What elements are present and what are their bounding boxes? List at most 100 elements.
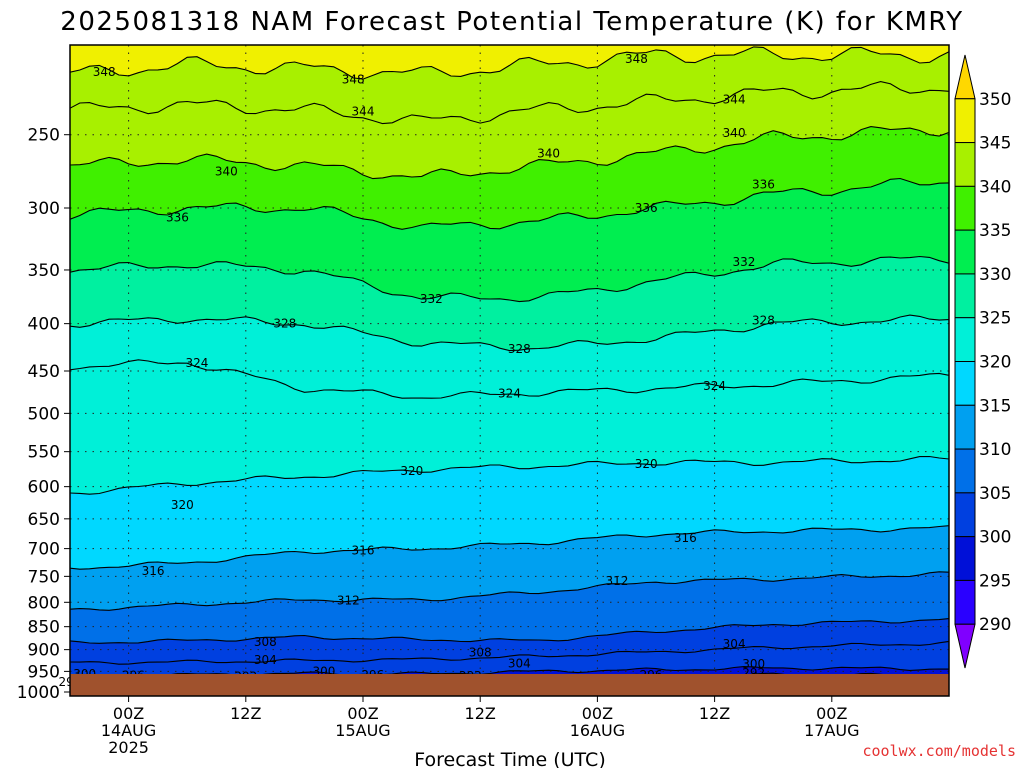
colorbar-band bbox=[954, 536, 976, 581]
x-tick-label: 00Z bbox=[113, 704, 144, 723]
colorbar-label: 315 bbox=[979, 396, 1011, 416]
contour-line-332 bbox=[70, 255, 949, 303]
y-tick-label: 500 bbox=[28, 404, 60, 424]
colorbar-band bbox=[954, 404, 976, 450]
colorbar-label: 300 bbox=[979, 528, 1011, 548]
contour-label: 320 bbox=[400, 464, 423, 478]
x-tick-label: 00Z bbox=[816, 704, 847, 723]
contour-line-348 bbox=[70, 46, 949, 80]
contour-line-308 bbox=[70, 618, 949, 644]
colorbar-label: 350 bbox=[979, 90, 1011, 110]
contour-label: 344 bbox=[723, 92, 746, 106]
credit-text: coolwx.com/models bbox=[862, 742, 1016, 760]
colorbar-band bbox=[954, 185, 976, 231]
colorbar-band bbox=[954, 98, 976, 144]
contour-label: 304 bbox=[723, 637, 746, 651]
x-tick-label: 12Z bbox=[230, 704, 261, 723]
contour-label: 324 bbox=[703, 379, 726, 393]
contour-label: 348 bbox=[93, 65, 116, 79]
y-tick-label: 550 bbox=[28, 443, 60, 463]
colorbar-band bbox=[954, 361, 976, 406]
colorbar-label: 310 bbox=[979, 440, 1011, 460]
colorbar-band bbox=[954, 317, 976, 363]
contour-label: 312 bbox=[605, 574, 628, 588]
colorbar: 350 345 340 335 330 325 320 315 310 305 300 295 290 bbox=[954, 54, 1011, 669]
contour-line-320 bbox=[70, 455, 949, 495]
y-tick-label: 900 bbox=[28, 641, 60, 661]
colorbar-band bbox=[954, 229, 976, 275]
x-tick-label: 14AUG bbox=[101, 721, 156, 740]
contour-label: 304 bbox=[254, 653, 277, 667]
contour-label: 320 bbox=[171, 498, 194, 512]
colorbar-cap bbox=[954, 623, 976, 669]
y-tick-label: 250 bbox=[28, 126, 60, 146]
y-tick-label: 950 bbox=[28, 662, 60, 682]
y-tick-label: 450 bbox=[28, 362, 60, 382]
x-tick-label: 16AUG bbox=[570, 721, 625, 740]
contour-label: 304 bbox=[508, 656, 531, 670]
contour-label: 344 bbox=[352, 105, 375, 119]
contour-label: 316 bbox=[674, 531, 697, 545]
colorbar-cap bbox=[954, 54, 976, 100]
y-tick-label: 400 bbox=[28, 315, 60, 335]
y-tick-label: 850 bbox=[28, 618, 60, 638]
y-tick-label: 300 bbox=[28, 199, 60, 219]
contour-label: 324 bbox=[186, 356, 209, 370]
contour-label: 332 bbox=[420, 292, 443, 306]
contour-label: 328 bbox=[508, 342, 531, 356]
contour-line-300 bbox=[70, 666, 949, 679]
x-tick-label: 12Z bbox=[465, 704, 496, 723]
contour-line-344 bbox=[70, 81, 949, 125]
contour-label: 336 bbox=[166, 210, 189, 224]
contour-line-336 bbox=[70, 177, 949, 230]
contour-line-312 bbox=[70, 571, 949, 611]
y-tick-label: 800 bbox=[28, 593, 60, 613]
colorbar-label: 290 bbox=[979, 615, 1011, 635]
contour-label: 328 bbox=[752, 314, 775, 328]
x-tick-label: 00Z bbox=[582, 704, 613, 723]
colorbar-label: 325 bbox=[979, 309, 1011, 329]
contour-line-324 bbox=[70, 359, 949, 399]
x-tick-label: 12Z bbox=[699, 704, 730, 723]
contour-label: 320 bbox=[635, 457, 658, 471]
colorbar-label: 340 bbox=[979, 177, 1011, 197]
contour-label: 300 bbox=[742, 657, 765, 671]
x-tick-label: 17AUG bbox=[804, 721, 859, 740]
colorbar-label: 305 bbox=[979, 484, 1011, 504]
fill-band bbox=[70, 45, 949, 80]
colorbar-label: 320 bbox=[979, 353, 1011, 373]
contour-label: 316 bbox=[142, 564, 165, 578]
colorbar-label: 295 bbox=[979, 571, 1011, 591]
contour-label: 308 bbox=[254, 635, 277, 649]
contour-label: 332 bbox=[732, 255, 755, 269]
y-tick-label: 700 bbox=[28, 540, 60, 560]
colorbar-band bbox=[954, 579, 976, 625]
contour-label: 336 bbox=[635, 201, 658, 215]
contour-line-316 bbox=[70, 525, 949, 570]
x-tick-label: 2025 bbox=[108, 738, 149, 757]
y-tick-label: 650 bbox=[28, 510, 60, 530]
colorbar-label: 345 bbox=[979, 134, 1011, 154]
filled-contours bbox=[70, 45, 949, 696]
colorbar-band bbox=[954, 448, 976, 494]
contour-label: 340 bbox=[723, 126, 746, 140]
contour-label: 308 bbox=[469, 645, 492, 659]
colorbar-band bbox=[954, 273, 976, 319]
contour-line-328 bbox=[70, 314, 949, 352]
ground-fill bbox=[70, 674, 949, 696]
y-tick-label: 1000 bbox=[17, 683, 60, 703]
y-tick-label: 750 bbox=[28, 567, 60, 587]
x-tick-label: 00Z bbox=[347, 704, 378, 723]
contour-label: 348 bbox=[342, 73, 365, 87]
contour-label: 328 bbox=[273, 317, 296, 331]
colorbar-band bbox=[954, 492, 976, 538]
x-axis-label: Forecast Time (UTC) bbox=[414, 749, 605, 768]
x-tick-label: 15AUG bbox=[335, 721, 390, 740]
contour-line-340 bbox=[70, 126, 949, 180]
y-tick-label: 600 bbox=[28, 478, 60, 498]
contour-line-304 bbox=[70, 640, 949, 665]
contour-label: 340 bbox=[215, 165, 238, 179]
fill-band bbox=[70, 45, 949, 124]
